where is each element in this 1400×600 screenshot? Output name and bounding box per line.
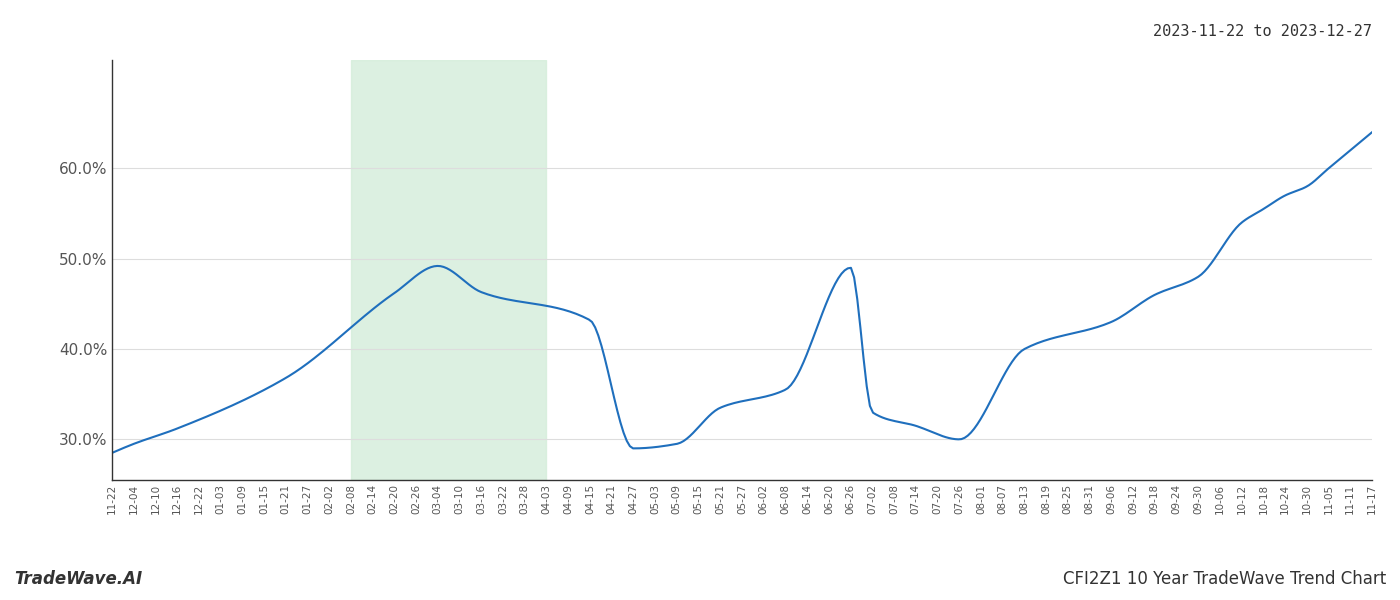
Text: CFI2Z1 10 Year TradeWave Trend Chart: CFI2Z1 10 Year TradeWave Trend Chart [1063,570,1386,588]
Bar [351,60,546,480]
Text: TradeWave.AI: TradeWave.AI [14,570,143,588]
Text: 2023-11-22 to 2023-12-27: 2023-11-22 to 2023-12-27 [1154,24,1372,39]
